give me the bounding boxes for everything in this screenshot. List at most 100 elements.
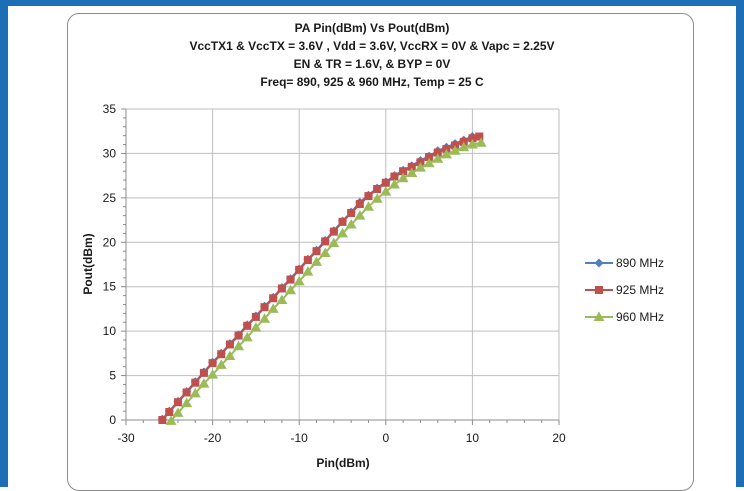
data-point-925-mhz bbox=[425, 152, 434, 161]
legend: 890 MHz 925 MHz 960 MHz bbox=[585, 256, 664, 324]
data-point-960-mhz bbox=[224, 350, 236, 361]
legend-item-960-mhz: 960 MHz bbox=[585, 310, 664, 324]
y-axis-title: Pout(dBm) bbox=[81, 233, 95, 294]
data-point-925-mhz bbox=[225, 340, 234, 349]
title-line-3: EN & TR = 1.6V, & BYP = 0V bbox=[294, 57, 451, 71]
x-tick-label: -30 bbox=[117, 431, 135, 445]
data-point-925-mhz bbox=[312, 247, 321, 256]
data-point-925-mhz bbox=[364, 192, 373, 201]
data-point-960-mhz bbox=[302, 266, 314, 276]
data-point-960-mhz bbox=[207, 369, 219, 379]
data-point-925-mhz bbox=[295, 265, 304, 274]
data-point-960-mhz bbox=[172, 407, 184, 417]
data-point-960-mhz bbox=[267, 303, 279, 313]
legend-label: 960 MHz bbox=[616, 310, 664, 324]
series-line-960-mhz bbox=[170, 141, 482, 422]
data-point-925-mhz bbox=[182, 388, 191, 397]
x-tick-label: -20 bbox=[204, 431, 222, 445]
x-tick-label: 20 bbox=[552, 431, 566, 445]
y-tick-label: 5 bbox=[109, 369, 116, 383]
data-point-925-mhz bbox=[321, 237, 330, 246]
x-tick-label: 0 bbox=[382, 431, 389, 445]
data-point-925-mhz bbox=[191, 378, 200, 387]
data-point-925-mhz bbox=[260, 303, 269, 312]
data-point-925-mhz bbox=[234, 331, 243, 340]
data-point-960-mhz bbox=[466, 139, 478, 149]
data-point-925-mhz bbox=[399, 167, 408, 176]
data-point-960-mhz bbox=[337, 227, 348, 238]
data-point-925-mhz bbox=[199, 368, 208, 377]
data-point-960-mhz bbox=[458, 141, 470, 152]
data-point-960-mhz bbox=[165, 415, 177, 425]
tick-labels: 0 5 10 15 20 25 30 35 -30 -20 -10 0 10 20 bbox=[103, 102, 566, 445]
data-point-925-mhz bbox=[468, 134, 477, 143]
title-line-1: PA Pin(dBm) Vs Pout(dBm) bbox=[295, 21, 450, 35]
data-point-960-mhz bbox=[475, 137, 487, 147]
data-point-960-mhz bbox=[189, 387, 201, 398]
y-tick-label: 15 bbox=[103, 280, 117, 294]
data-point-960-mhz bbox=[345, 219, 357, 229]
data-point-960-mhz bbox=[233, 340, 245, 351]
data-point-960-mhz bbox=[371, 193, 383, 203]
data-point-960-mhz bbox=[250, 322, 262, 332]
data-point-925-mhz bbox=[165, 408, 174, 417]
x-tick-label: 10 bbox=[466, 431, 480, 445]
data-point-960-mhz bbox=[397, 172, 409, 183]
data-point-925-mhz bbox=[433, 148, 442, 157]
data-point-960-mhz bbox=[440, 148, 452, 159]
y-tick-label: 30 bbox=[103, 146, 117, 160]
data-point-925-mhz bbox=[158, 416, 167, 424]
data-point-925-mhz bbox=[286, 275, 295, 284]
legend-label: 925 MHz bbox=[616, 283, 664, 297]
gridlines bbox=[126, 108, 560, 420]
data-point-925-mhz bbox=[373, 184, 382, 193]
data-point-960-mhz bbox=[388, 179, 400, 189]
data-point-960-mhz bbox=[432, 153, 444, 163]
data-point-960-mhz bbox=[354, 210, 366, 220]
data-point-925-mhz bbox=[208, 359, 217, 368]
data-point-960-mhz bbox=[319, 247, 331, 257]
data-point-925-mhz bbox=[390, 172, 399, 181]
data-point-960-mhz bbox=[276, 294, 288, 305]
data-point-925-mhz bbox=[355, 200, 364, 209]
data-point-960-mhz bbox=[198, 378, 210, 388]
legend-label: 890 MHz bbox=[616, 256, 664, 270]
data-point-925-mhz bbox=[338, 217, 347, 226]
data-point-960-mhz bbox=[181, 397, 193, 408]
data-point-925-mhz bbox=[475, 132, 484, 141]
legend-item-925-mhz: 925 MHz bbox=[585, 283, 664, 297]
data-point-925-mhz bbox=[269, 294, 278, 303]
x-axis-title: Pin(dBm) bbox=[316, 456, 369, 470]
chart-title: PA Pin(dBm) Vs Pout(dBm) VccTX1 & VccTX … bbox=[189, 21, 554, 89]
title-line-4: Freq= 890, 925 & 960 MHz, Temp = 25 C bbox=[260, 75, 484, 89]
data-point-925-mhz bbox=[173, 398, 182, 407]
legend-marker-square-icon bbox=[595, 286, 603, 294]
legend-item-890-mhz: 890 MHz bbox=[585, 256, 664, 270]
data-point-925-mhz bbox=[243, 321, 252, 330]
data-point-925-mhz bbox=[347, 208, 356, 217]
legend-marker-diamond-icon bbox=[594, 258, 604, 268]
x-tick-label: -10 bbox=[291, 431, 309, 445]
data-point-960-mhz bbox=[449, 145, 461, 155]
y-tick-label: 25 bbox=[103, 191, 117, 205]
y-tick-label: 20 bbox=[103, 235, 117, 249]
data-point-960-mhz bbox=[328, 237, 340, 248]
data-point-960-mhz bbox=[362, 201, 374, 211]
y-tick-label: 0 bbox=[109, 413, 116, 427]
data-point-960-mhz bbox=[293, 275, 305, 286]
data-point-960-mhz bbox=[311, 256, 323, 266]
data-point-960-mhz bbox=[215, 359, 227, 369]
y-tick-label: 10 bbox=[103, 324, 117, 338]
data-point-960-mhz bbox=[423, 157, 435, 168]
data-point-960-mhz bbox=[285, 284, 297, 295]
data-point-925-mhz bbox=[407, 162, 416, 171]
series-layer bbox=[157, 132, 487, 425]
data-point-960-mhz bbox=[241, 331, 253, 342]
legend-marker-triangle-icon bbox=[593, 311, 605, 321]
series-960-mhz bbox=[165, 137, 487, 425]
data-point-925-mhz bbox=[329, 227, 338, 236]
axes bbox=[121, 108, 560, 425]
data-point-925-mhz bbox=[277, 284, 286, 293]
